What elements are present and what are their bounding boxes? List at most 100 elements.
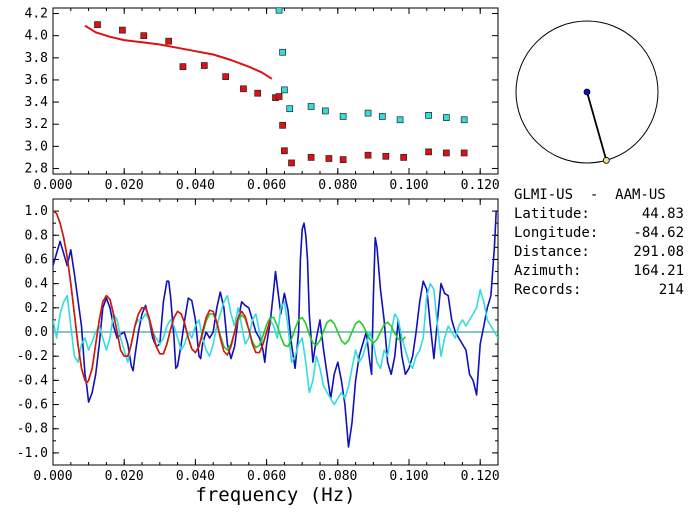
longitude-value: -84.62 [633,225,684,241]
longitude-row: Longitude: -84.62 [514,224,692,243]
data-point-cyan [339,113,347,120]
data-point-cyan [321,107,329,115]
x-tick-label: 0.080 [318,178,357,193]
data-point-cyan [307,103,315,110]
data-point-red [364,151,372,159]
records-label: Records: [514,282,582,298]
data-point-red [222,73,230,80]
data-point-cyan [279,48,286,56]
latitude-value: 44.83 [641,206,684,222]
series-line-blue [53,211,497,448]
series-line-cyan [53,282,498,406]
plot-area [84,8,468,167]
distance-row: Distance: 291.08 [514,243,692,262]
data-point-cyan [286,105,294,113]
data-point-red [165,37,173,45]
data-point-red [279,121,286,129]
y-tick-label: -0.4 [17,373,48,388]
data-point-red [94,21,101,28]
data-point-cyan [275,8,283,14]
data-point-red [254,89,262,97]
data-point-cyan [378,113,386,120]
y-tick-label: 0.8 [25,228,48,243]
y-tick-label: 0.4 [25,277,49,292]
azimuth-label: Azimuth: [514,263,582,279]
data-point-cyan [425,111,432,119]
x-tick-label: 0.040 [176,178,215,193]
y-tick-label: 3.0 [25,139,48,154]
data-point-cyan [281,86,288,94]
distance-value: 291.08 [633,244,684,260]
x-tick-label: 0.100 [389,178,428,193]
data-point-red [339,156,347,163]
y-tick-label: 3.2 [25,117,48,132]
y-tick-label: -0.6 [17,398,48,413]
y-tick-label: 3.6 [25,73,48,88]
y-tick-label: 3.8 [25,51,48,66]
azimuth-line [586,91,608,161]
data-point-cyan [396,116,404,124]
data-point-red [200,62,208,69]
dispersion-chart: 0.000 0.020 0.040 0.060 0.080 0.100 0.120 2.8 3.… [25,7,500,193]
correlation-chart: 0.000 0.020 0.040 0.060 0.080 0.100 0.120 1.0 0.… [17,198,500,506]
distance-label: Distance: [514,244,590,260]
y-tick-label: 3.4 [25,95,49,110]
data-point-red [119,26,126,34]
azimuth-value: 164.21 [633,263,684,279]
data-point-red [382,152,390,160]
data-point-red [325,155,333,162]
x-tick-label: 0.020 [105,178,144,193]
data-point-cyan [364,109,372,117]
x-tick-label: 0.000 [33,469,72,484]
records-value: 214 [658,282,684,298]
x-tick-label: 0.120 [461,178,500,193]
y-tick-label: 1.0 [25,204,48,219]
x-tick-label: 0.080 [318,469,357,484]
azimuth-end-dot [602,156,610,164]
data-point-red [425,148,432,156]
longitude-label: Longitude: [514,225,599,241]
records-row: Records: 214 [514,281,692,300]
azimuth-row: Azimuth: 164.21 [514,262,692,281]
y-tick-label: 0.0 [25,325,48,340]
latitude-label: Latitude: [514,206,590,222]
plot-frame [52,7,499,175]
y-tick-label: -0.2 [17,349,48,364]
data-point-red [179,63,187,71]
azimuth-compass [515,20,659,164]
data-point-red [140,32,148,40]
series-line-red [84,24,273,80]
series-line-red [53,210,271,384]
x-axis-title: frequency (Hz) [195,484,355,506]
x-tick-label: 0.100 [389,469,428,484]
x-tick-label: 0.040 [176,469,215,484]
data-point-red [307,154,315,161]
x-tick-label: 0.060 [247,178,286,193]
y-tick-label: 0.6 [25,252,48,267]
data-point-red [288,159,295,167]
x-tick-label: 0.120 [461,469,500,484]
data-point-red [275,93,283,100]
data-point-cyan [460,116,468,124]
station-info-panel: GLMI-US - AAM-US Latitude: 44.83 Longitu… [514,186,692,300]
compass-circle [515,20,659,164]
x-tick-label: 0.020 [105,469,144,484]
data-point-red [400,154,408,161]
data-point-red [240,85,247,93]
plot-area [53,210,498,448]
station-pair-label: GLMI-US - AAM-US [514,187,666,203]
y-tick-label: 4.2 [25,7,48,22]
x-tick-label: 0.000 [33,178,72,193]
y-tick-label: 0.2 [25,301,48,316]
y-tick-label: 2.8 [25,161,48,176]
data-point-red [460,149,468,157]
y-tick-label: -1.0 [17,446,48,461]
data-point-cyan [443,114,450,121]
data-point-red [281,147,288,155]
y-tick-label: 4.0 [25,29,48,44]
y-tick-label: -0.8 [17,422,48,437]
latitude-row: Latitude: 44.83 [514,205,692,224]
data-point-red [443,149,450,157]
station-dot [583,88,591,96]
